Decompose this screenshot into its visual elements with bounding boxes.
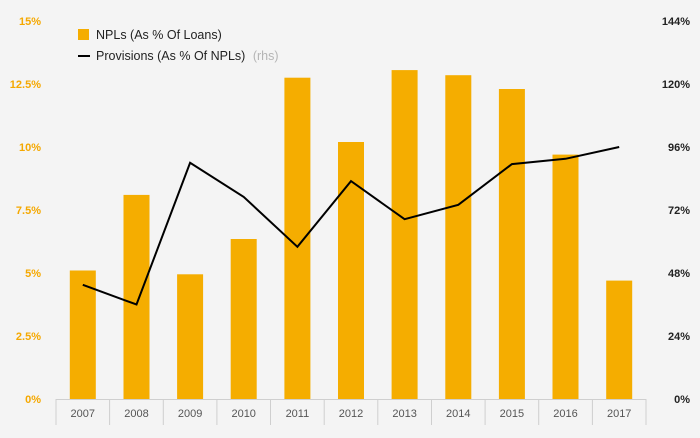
y-left-tick-label: 15% (19, 16, 41, 28)
x-tick-label-2009: 2009 (178, 408, 202, 420)
bar-npls-2015 (499, 89, 525, 399)
y-right-tick-label: 120% (662, 79, 690, 91)
x-tick-label-2017: 2017 (607, 408, 631, 420)
bar-npls-2009 (177, 274, 203, 399)
bar-npls-2007 (70, 271, 96, 400)
y-left-tick-label: 0% (25, 394, 41, 406)
y-right-tick-label: 96% (668, 142, 690, 154)
x-tick-label-2014: 2014 (446, 408, 470, 420)
y-right-tick-label: 144% (662, 16, 690, 28)
x-tick-label-2007: 2007 (71, 408, 95, 420)
y-right-tick-label: 0% (674, 394, 690, 406)
y-left-tick-label: 5% (25, 268, 41, 280)
y-right-tick-label: 24% (668, 331, 690, 343)
legend-label-npls: NPLs (As % Of Loans) (96, 28, 222, 42)
x-tick-label-2010: 2010 (231, 408, 255, 420)
y-right-tick-label: 48% (668, 268, 690, 280)
y-left-tick-label: 7.5% (16, 205, 41, 217)
y-left-tick-label: 2.5% (16, 331, 41, 343)
bar-npls-2017 (606, 281, 632, 399)
bar-npls-2010 (231, 239, 257, 399)
x-tick-label-2013: 2013 (392, 408, 416, 420)
y-left-tick-label: 12.5% (10, 79, 41, 91)
bar-npls-2013 (392, 70, 418, 399)
x-tick-label-2011: 2011 (286, 408, 310, 420)
legend-swatch-npls (78, 29, 89, 40)
bar-npls-2014 (445, 75, 471, 399)
x-tick-label-2008: 2008 (124, 408, 148, 420)
bar-npls-2008 (124, 195, 150, 399)
y-left-tick-label: 10% (19, 142, 41, 154)
x-tick-label-2015: 2015 (500, 408, 524, 420)
legend-label-provisions-text: Provisions (As % Of NPLs) (96, 49, 245, 63)
bar-npls-2016 (553, 155, 579, 399)
legend-label-provisions-note: (rhs) (253, 49, 279, 63)
x-tick-label-2012: 2012 (339, 408, 363, 420)
x-tick-label-2016: 2016 (553, 408, 577, 420)
y-right-tick-label: 72% (668, 205, 690, 217)
